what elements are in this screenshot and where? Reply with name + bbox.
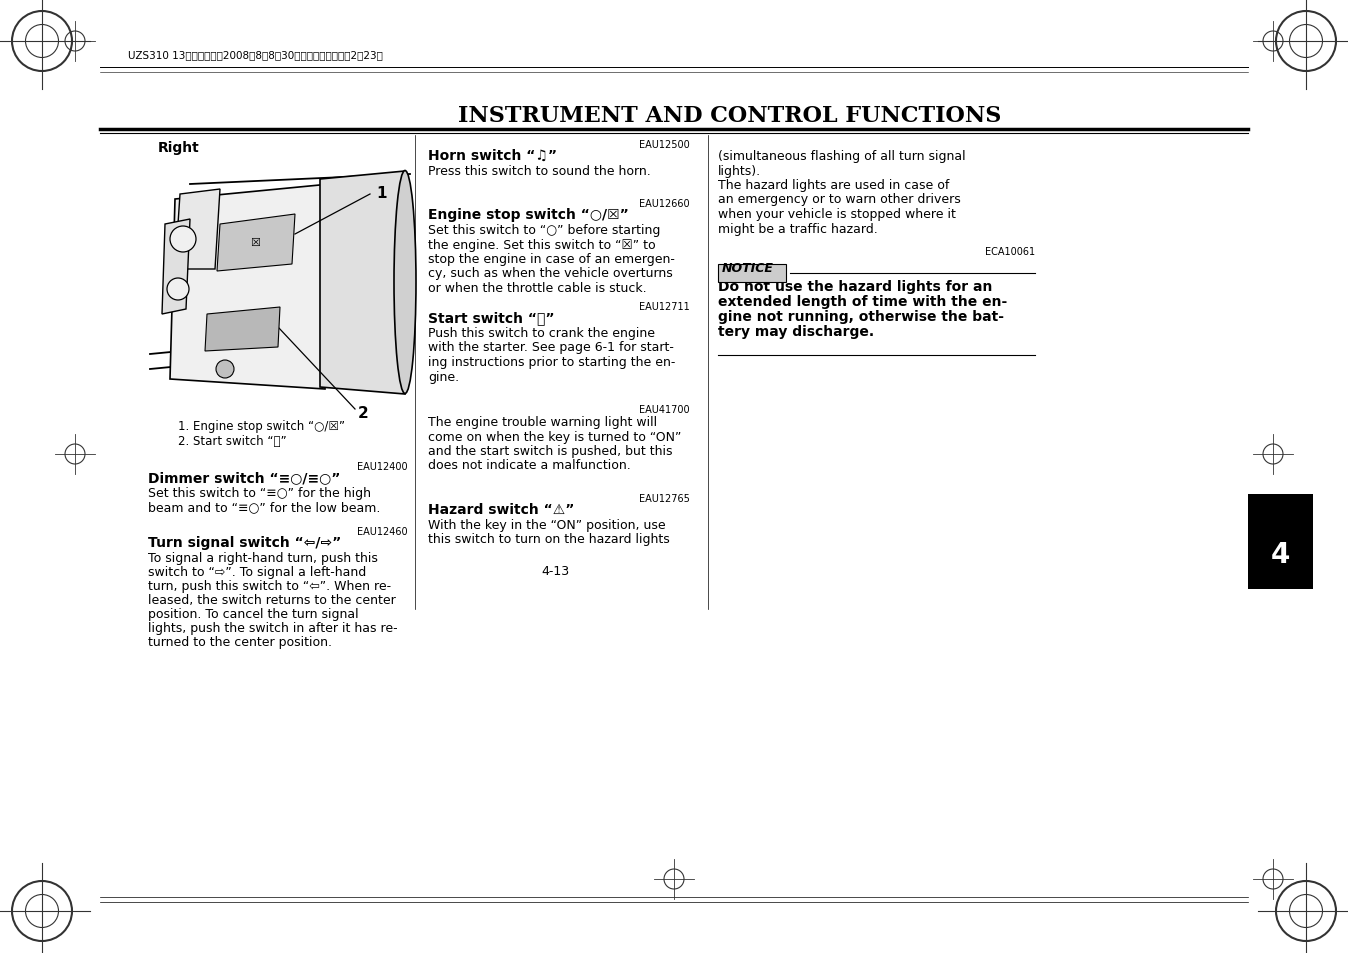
Text: ECA10061: ECA10061 — [985, 247, 1035, 256]
Text: Turn signal switch “⇦/⇨”: Turn signal switch “⇦/⇨” — [148, 536, 341, 550]
Text: EAU12460: EAU12460 — [357, 526, 408, 537]
Text: and the start switch is pushed, but this: and the start switch is pushed, but this — [429, 444, 673, 457]
Text: gine.: gine. — [429, 370, 460, 383]
Circle shape — [170, 227, 195, 253]
Text: NOTICE: NOTICE — [723, 261, 774, 274]
Polygon shape — [175, 190, 220, 270]
Text: The hazard lights are used in case of: The hazard lights are used in case of — [718, 179, 949, 192]
Circle shape — [216, 360, 235, 378]
Text: 2. Start switch “ⓨ”: 2. Start switch “ⓨ” — [178, 435, 287, 448]
Text: turn, push this switch to “⇦”. When re-: turn, push this switch to “⇦”. When re- — [148, 579, 391, 593]
Text: ☒: ☒ — [249, 237, 260, 248]
Text: cy, such as when the vehicle overturns: cy, such as when the vehicle overturns — [429, 267, 673, 280]
Text: (simultaneous flashing of all turn signal: (simultaneous flashing of all turn signa… — [718, 150, 965, 163]
Text: 4: 4 — [1270, 540, 1290, 568]
Text: Engine stop switch “○/☒”: Engine stop switch “○/☒” — [429, 208, 628, 222]
Text: Set this switch to “○” before starting: Set this switch to “○” before starting — [429, 224, 661, 236]
Text: 2: 2 — [359, 406, 369, 421]
Polygon shape — [319, 172, 404, 395]
Bar — [718, 265, 786, 283]
Text: position. To cancel the turn signal: position. To cancel the turn signal — [148, 607, 359, 620]
Text: EAU12400: EAU12400 — [357, 461, 408, 472]
Text: Hazard switch “⚠”: Hazard switch “⚠” — [429, 502, 574, 517]
Text: with the starter. See page 6-1 for start-: with the starter. See page 6-1 for start… — [429, 341, 674, 355]
Text: tery may discharge.: tery may discharge. — [718, 325, 874, 338]
Text: extended length of time with the en-: extended length of time with the en- — [718, 294, 1007, 309]
Text: might be a traffic hazard.: might be a traffic hazard. — [718, 222, 878, 235]
Text: With the key in the “ON” position, use: With the key in the “ON” position, use — [429, 518, 666, 532]
Text: Do not use the hazard lights for an: Do not use the hazard lights for an — [718, 280, 992, 294]
Text: lights).: lights). — [718, 164, 762, 177]
Text: Press this switch to sound the horn.: Press this switch to sound the horn. — [429, 165, 651, 178]
Text: UZS310 13ページ　・・2008年8朰8朖30日・土曜日・・午後2時23分: UZS310 13ページ ・・2008年8朰8朖30日・土曜日・・午後2時23分 — [128, 50, 383, 60]
Text: EAU41700: EAU41700 — [639, 405, 690, 415]
Text: INSTRUMENT AND CONTROL FUNCTIONS: INSTRUMENT AND CONTROL FUNCTIONS — [458, 105, 1002, 127]
Text: EAU12660: EAU12660 — [639, 199, 690, 209]
Text: EAU12765: EAU12765 — [639, 494, 690, 503]
Text: or when the throttle cable is stuck.: or when the throttle cable is stuck. — [429, 282, 647, 294]
Text: leased, the switch returns to the center: leased, the switch returns to the center — [148, 594, 396, 606]
Text: Dimmer switch “≡○/≡○”: Dimmer switch “≡○/≡○” — [148, 471, 341, 484]
Text: when your vehicle is stopped where it: when your vehicle is stopped where it — [718, 208, 956, 221]
Text: 1. Engine stop switch “○/☒”: 1. Engine stop switch “○/☒” — [178, 419, 345, 433]
Text: this switch to turn on the hazard lights: this switch to turn on the hazard lights — [429, 533, 670, 546]
Text: switch to “⇨”. To signal a left-hand: switch to “⇨”. To signal a left-hand — [148, 565, 367, 578]
Text: Horn switch “♫”: Horn switch “♫” — [429, 149, 557, 163]
Text: Start switch “ⓨ”: Start switch “ⓨ” — [429, 311, 554, 325]
Text: Set this switch to “≡○” for the high: Set this switch to “≡○” for the high — [148, 486, 371, 499]
Polygon shape — [170, 185, 330, 390]
Text: lights, push the switch in after it has re-: lights, push the switch in after it has … — [148, 621, 398, 635]
Polygon shape — [217, 214, 295, 272]
Text: 4-13: 4-13 — [541, 564, 569, 578]
Polygon shape — [162, 220, 190, 314]
Text: EAU12711: EAU12711 — [639, 302, 690, 312]
Polygon shape — [205, 308, 280, 352]
Text: turned to the center position.: turned to the center position. — [148, 636, 332, 648]
Text: beam and to “≡○” for the low beam.: beam and to “≡○” for the low beam. — [148, 500, 380, 514]
Text: The engine trouble warning light will: The engine trouble warning light will — [429, 416, 656, 429]
Text: Push this switch to crank the engine: Push this switch to crank the engine — [429, 327, 655, 339]
Text: 1: 1 — [376, 185, 387, 200]
Text: the engine. Set this switch to “☒” to: the engine. Set this switch to “☒” to — [429, 238, 655, 252]
Circle shape — [167, 278, 189, 301]
Text: an emergency or to warn other drivers: an emergency or to warn other drivers — [718, 193, 961, 206]
Text: does not indicate a malfunction.: does not indicate a malfunction. — [429, 459, 631, 472]
Bar — [1248, 495, 1313, 589]
Text: Right: Right — [158, 141, 200, 154]
Text: gine not running, otherwise the bat-: gine not running, otherwise the bat- — [718, 310, 1004, 324]
Text: ing instructions prior to starting the en-: ing instructions prior to starting the e… — [429, 355, 675, 369]
Text: stop the engine in case of an emergen-: stop the engine in case of an emergen- — [429, 253, 675, 266]
Text: come on when the key is turned to “ON”: come on when the key is turned to “ON” — [429, 430, 681, 443]
Ellipse shape — [394, 172, 417, 395]
Text: EAU12500: EAU12500 — [639, 140, 690, 150]
Text: To signal a right-hand turn, push this: To signal a right-hand turn, push this — [148, 552, 377, 564]
